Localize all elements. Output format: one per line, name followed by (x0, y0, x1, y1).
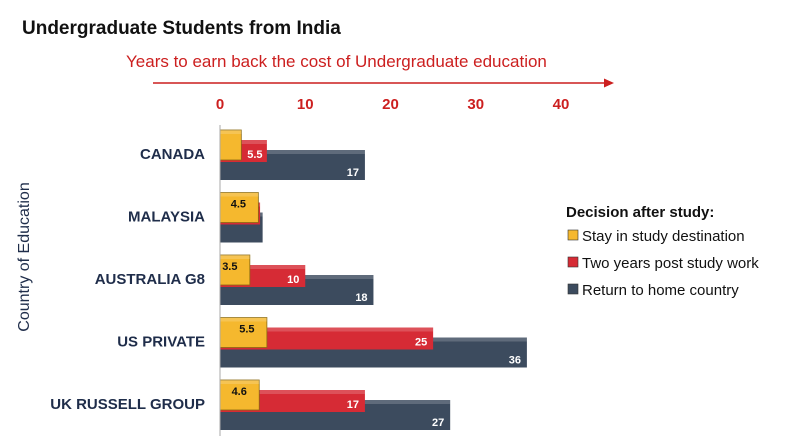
bar-stay (219, 192, 259, 223)
bar-stay (219, 379, 260, 411)
bar-highlight (220, 150, 365, 154)
bar-stay (219, 317, 268, 348)
x-tick-label: 0 (216, 96, 224, 113)
bar-highlight (220, 265, 306, 269)
category-label: MALAYSIA (128, 209, 205, 226)
category-label: US PRIVATE (117, 334, 205, 351)
x-tick-label: 40 (553, 96, 570, 113)
data-label: 36 (509, 355, 521, 367)
category-label: CANADA (140, 146, 205, 163)
bars: 17 5.5 4.5 18 10 3.5 36 25 5.5 27 17 4.6 (219, 129, 527, 430)
chart-subtitle: Years to earn back the cost of Undergrad… (126, 52, 547, 71)
bar-stay (219, 129, 242, 161)
data-label: 5.5 (239, 324, 254, 336)
legend-label: Two years post study work (582, 255, 759, 272)
bar-highlight (220, 140, 267, 144)
legend-label: Stay in study destination (582, 228, 745, 245)
x-tick-label: 30 (467, 96, 484, 113)
bar-highlight (220, 192, 259, 197)
data-label: 25 (415, 337, 427, 349)
data-label: 18 (355, 292, 367, 304)
legend-swatch (567, 256, 579, 268)
data-label: 17 (347, 167, 359, 179)
data-label: 5.5 (247, 149, 262, 161)
data-label: 4.6 (232, 386, 247, 398)
category-labels: CANADA MALAYSIA AUSTRALIA G8 US PRIVATE UK R… (50, 146, 205, 413)
data-label: 17 (347, 399, 359, 411)
legend-swatch (567, 229, 579, 241)
data-label: 3.5 (222, 261, 237, 273)
bar-highlight (220, 327, 434, 332)
bar-highlight (220, 255, 250, 259)
legend-swatch (567, 283, 579, 295)
x-tick-label: 20 (382, 96, 399, 113)
x-axis-ticks: 0 10 20 30 40 (216, 96, 570, 113)
y-axis-label: Country of Education (16, 182, 33, 331)
bar-post-study (220, 327, 434, 350)
x-tick-label: 10 (297, 96, 314, 113)
data-label: 4.5 (231, 199, 246, 211)
legend: Decision after study: Stay in study dest… (566, 204, 759, 299)
bar-highlight (220, 390, 365, 394)
subtitle-arrow (153, 78, 614, 88)
chart-title: Undergraduate Students from India (22, 18, 341, 39)
data-label: 27 (432, 417, 444, 429)
bar-highlight (220, 380, 260, 384)
legend-title: Decision after study: (566, 204, 714, 221)
data-label: 10 (287, 274, 299, 286)
category-label: UK RUSSELL GROUP (50, 396, 205, 413)
legend-label: Return to home country (582, 282, 739, 299)
bar-highlight (220, 317, 267, 322)
category-label: AUSTRALIA G8 (95, 271, 205, 288)
bar-highlight (220, 130, 242, 134)
